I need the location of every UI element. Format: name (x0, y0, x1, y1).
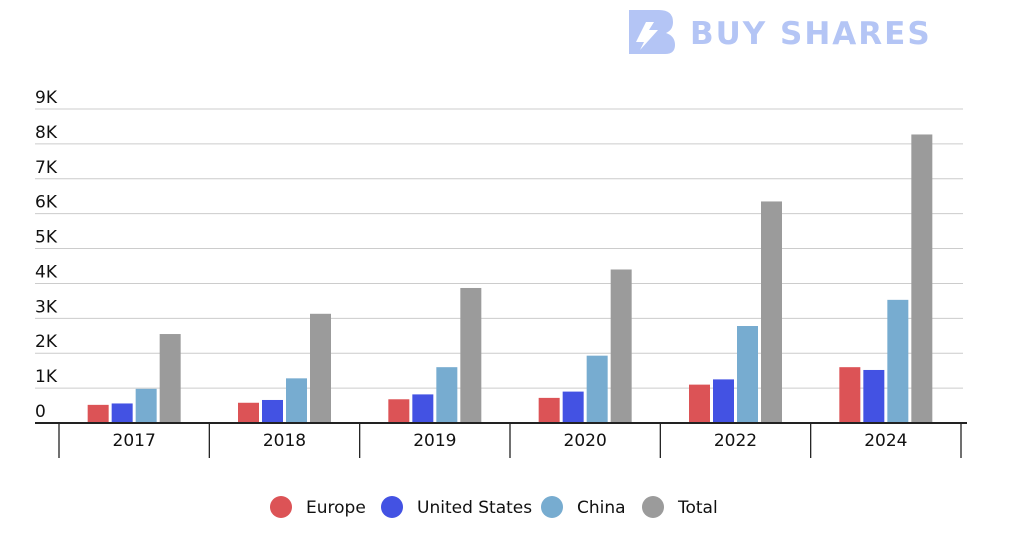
y-tick-label: 1K (35, 367, 58, 387)
logo-mark-icon (629, 10, 675, 54)
legend-label: China (577, 498, 626, 518)
bar-europe-2018 (238, 402, 259, 423)
legend-item-china: China (541, 496, 626, 518)
y-tick-label: 3K (35, 297, 58, 317)
bar-china-2024 (887, 299, 909, 423)
bar-china-2022 (737, 326, 758, 423)
x-tick-label: 2020 (564, 431, 607, 451)
bar-china-2017 (135, 388, 157, 423)
legend-swatch (642, 496, 664, 518)
y-tick-label: 2K (35, 332, 58, 352)
bar-united-states-2018 (262, 399, 283, 423)
legend-item-total: Total (642, 496, 718, 518)
bar-united-states-2020 (562, 391, 584, 423)
y-tick-label: 9K (35, 88, 58, 108)
y-tick-label: 4K (35, 262, 58, 282)
legend: Europe United States China Total (270, 496, 718, 518)
bar-united-states-2019 (412, 394, 434, 423)
bar-europe-2022 (689, 384, 710, 423)
bar-total-2017 (159, 334, 181, 423)
bars (87, 134, 933, 424)
x-axis: 2017 2018 2019 2020 2022 2024 (35, 422, 967, 458)
bar-united-states-2024 (863, 369, 885, 423)
bar-europe-2019 (388, 399, 410, 423)
x-tick-label: 2019 (413, 431, 456, 451)
bar-china-2020 (586, 355, 608, 423)
bar-china-2019 (436, 367, 458, 423)
bar-europe-2024 (839, 367, 861, 423)
y-axis-labels: 0 1K 2K 3K 4K 5K 6K 7K 8K 9K (35, 88, 58, 422)
y-tick-label: 6K (35, 193, 58, 213)
gridlines (35, 108, 963, 389)
legend-item-united-states: United States (381, 496, 532, 518)
y-tick-label: 0 (35, 402, 46, 422)
legend-swatch (541, 496, 563, 518)
bar-united-states-2022 (713, 379, 734, 423)
bar-total-2024 (911, 134, 933, 424)
bar-total-2020 (610, 269, 632, 423)
x-tick-label: 2022 (714, 431, 757, 451)
brand-name: BUY SHARES (690, 16, 932, 52)
bar-total-2018 (310, 313, 331, 423)
bar-europe-2020 (538, 397, 560, 423)
legend-label: United States (417, 498, 532, 518)
legend-item-europe: Europe (270, 496, 366, 518)
buy-shares-logo: BUY SHARES (629, 10, 932, 54)
y-tick-label: 7K (35, 158, 58, 178)
legend-swatch (381, 496, 403, 518)
bar-china-2018 (286, 378, 307, 423)
x-tick-label: 2024 (864, 431, 907, 451)
x-tick-label: 2018 (263, 431, 306, 451)
bar-total-2022 (761, 201, 782, 423)
x-tick-label: 2017 (113, 431, 156, 451)
bar-total-2019 (460, 287, 482, 423)
legend-swatch (270, 496, 292, 518)
y-tick-label: 8K (35, 123, 58, 143)
bar-europe-2017 (87, 404, 109, 423)
bar-united-states-2017 (111, 403, 133, 423)
legend-label: Europe (306, 498, 366, 518)
legend-label: Total (677, 498, 718, 518)
y-tick-label: 5K (35, 228, 58, 248)
